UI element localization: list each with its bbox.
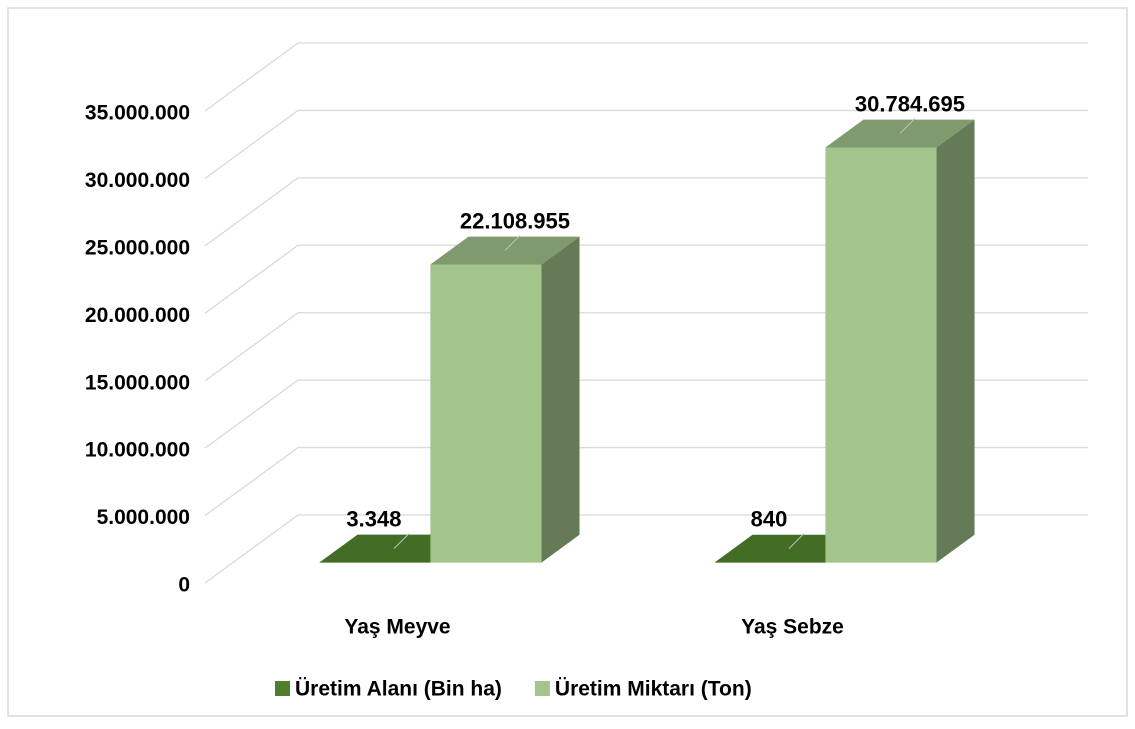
- y-tick-label: 20.000.000: [85, 304, 190, 327]
- y-tick-label: 5.000.000: [97, 506, 190, 529]
- bar-side: [541, 237, 579, 563]
- bar-front: [430, 264, 541, 562]
- y-tick-label: 25.000.000: [85, 236, 190, 259]
- bar: [430, 237, 579, 563]
- legend-label: Üretim Alanı (Bin ha): [295, 678, 502, 701]
- x-tick-label: Yaş Meyve: [344, 616, 450, 639]
- y-tick-label: 10.000.000: [85, 439, 190, 462]
- data-label: 30.784.695: [855, 91, 965, 116]
- legend-label: Üretim Miktarı (Ton): [555, 678, 752, 701]
- x-tick-label: Yaş Sebze: [741, 616, 844, 639]
- y-tick-label: 0: [178, 574, 190, 597]
- y-tick-label: 15.000.000: [85, 371, 190, 394]
- data-label: 22.108.955: [460, 208, 570, 233]
- y-tick-label: 35.000.000: [85, 102, 190, 125]
- legend-swatch: [535, 681, 550, 696]
- bar-front: [825, 147, 936, 562]
- legend-swatch: [275, 681, 290, 696]
- bar-side: [936, 120, 974, 563]
- y-tick-label: 30.000.000: [85, 169, 190, 192]
- data-label: 3.348: [346, 506, 401, 531]
- bar: [825, 120, 974, 563]
- data-label: 840: [751, 506, 788, 531]
